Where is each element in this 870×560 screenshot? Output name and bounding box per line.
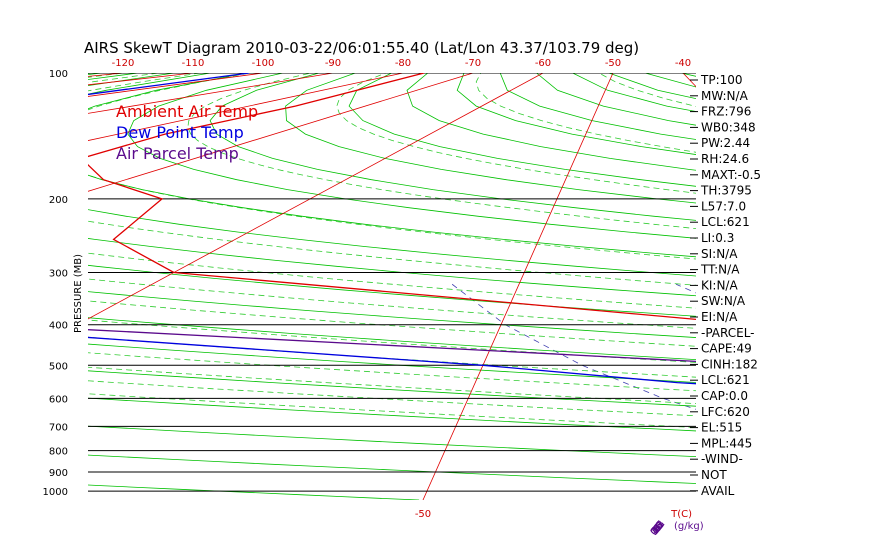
mixing-ratio-tick-label: 2 [652, 522, 665, 534]
moist-adiabat-line [475, 73, 696, 153]
sounding-annotation: LCL:621 [701, 215, 750, 229]
sounding-annotation: CINH:182 [701, 357, 758, 371]
dry-adiabat-line [456, 73, 696, 155]
sounding-annotation: SW:N/A [701, 294, 746, 308]
sounding-annotation: EL:515 [701, 421, 742, 435]
pressure-tick-label: 500 [49, 361, 68, 372]
sounding-annotation: TH:3795 [700, 184, 752, 198]
sounding-annotation: MAXT:-0.5 [701, 168, 761, 182]
sounding-annotation: FRZ:796 [701, 105, 751, 119]
mixing-ratio-unit: (g/kg) [674, 521, 704, 532]
dry-adiabat-line [285, 73, 696, 204]
sounding-annotation: PW:2.44 [701, 136, 750, 150]
isotherm-line [753, 73, 870, 500]
dry-adiabat-lines [88, 73, 870, 500]
mixing-ratio-tick-label: 3 [652, 522, 665, 534]
pressure-tick-label: 100 [49, 69, 68, 80]
sounding-annotation: -PARCEL- [701, 326, 755, 340]
top-temp-tick-label: -50 [605, 58, 621, 69]
isotherm-lines [0, 73, 870, 500]
dry-adiabat-line [754, 73, 870, 500]
top-temp-tick-label: -40 [675, 58, 691, 69]
isotherm-line [88, 73, 544, 320]
series-line [88, 73, 696, 385]
sounding-annotation: LI:0.3 [701, 231, 734, 245]
pressure-tick-label: 1000 [43, 487, 68, 498]
sounding-annotation: LFC:620 [701, 405, 750, 419]
pressure-tick-label: 700 [49, 422, 68, 433]
top-temp-tick-label: -120 [112, 58, 135, 69]
pressure-tick-label: 400 [49, 321, 68, 332]
dry-adiabat-line [209, 73, 696, 221]
dry-adiabat-line [88, 370, 696, 407]
top-temp-tick-label: -110 [182, 58, 205, 69]
x-axis-label: T(C) [670, 509, 692, 520]
mixing-ratio-tick-label: 6 [652, 522, 665, 534]
sounding-annotation: RH:24.6 [701, 152, 749, 166]
dry-adiabat-line [406, 73, 696, 171]
sounding-annotation: AVAIL [701, 484, 735, 498]
moist-adiabat-lines [88, 73, 696, 428]
chart-title: AIRS SkewT Diagram 2010-03-22/06:01:55.4… [84, 39, 639, 57]
pressure-tick-label: 900 [49, 468, 68, 479]
isotherm-line [0, 73, 53, 500]
sounding-annotation: TP:100 [700, 73, 743, 87]
pressure-tick-label: 300 [49, 269, 68, 280]
bottom-temp-tick-label: -50 [415, 509, 431, 520]
legend-entry: Air Parcel Temp [116, 144, 239, 163]
dry-adiabat-line [863, 73, 870, 500]
top-temp-tick-label: -60 [535, 58, 551, 69]
dry-adiabat-line [88, 73, 696, 297]
sounding-annotation: WB0:348 [701, 120, 756, 134]
plot-area [0, 73, 870, 500]
top-temp-tick-label: -100 [252, 58, 275, 69]
sounding-annotation: -WIND- [701, 452, 743, 466]
pressure-tick-label: 600 [49, 394, 68, 405]
dry-adiabat-line [826, 73, 870, 500]
dry-adiabat-line [499, 73, 696, 140]
legend-entry: Dew Point Temp [116, 123, 244, 142]
pressure-tick-label: 800 [49, 447, 68, 458]
axis-labels: 100 200 300 400 500 600 700 800 900 1000 -120 -110 -… [43, 58, 704, 538]
profile-series [88, 73, 696, 385]
sounding-annotation: CAPE:49 [701, 342, 752, 356]
sounding-annotation: EI:N/A [701, 310, 738, 324]
sounding-annotation: L57:7.0 [701, 199, 746, 213]
sounding-annotation: NOT [701, 468, 727, 482]
isotherm-line [422, 73, 614, 500]
mixing-ratio-tick-label: 1 [652, 522, 665, 534]
mixing-ratio-tick-label: 4 [652, 522, 665, 534]
sounding-annotation: MW:N/A [701, 89, 749, 103]
moist-adiabat-line [187, 73, 696, 230]
sounding-annotation: TT:N/A [700, 263, 740, 277]
dry-adiabat-line [790, 73, 870, 500]
sounding-annotation: SI:N/A [701, 247, 738, 261]
sounding-annotation: CAP:0.0 [701, 389, 748, 403]
legend-entry: Ambient Air Temp [116, 102, 258, 121]
moist-adiabat-line [88, 73, 696, 260]
top-temp-tick-label: -70 [465, 58, 481, 69]
isobar-lines [88, 73, 696, 492]
dry-adiabat-line [88, 454, 696, 484]
top-temp-tick-label: -80 [395, 58, 411, 69]
isotherm-line [823, 73, 870, 500]
moist-adiabat-line [88, 73, 696, 286]
top-temp-tick-label: -90 [325, 58, 341, 69]
sounding-annotation: KI:N/A [701, 278, 738, 292]
mixing-ratio-tick-label: 8 [652, 522, 665, 534]
dry-adiabat-line [88, 73, 696, 277]
chart-legend: Ambient Air Temp Dew Point Temp Air Parcel… [116, 102, 258, 163]
sounding-annotation: LCL:621 [701, 373, 750, 387]
y-axis-label: PRESSURE (MB) [73, 254, 84, 333]
sounding-annotation: MPL:445 [701, 436, 752, 450]
pressure-tick-label: 200 [49, 195, 68, 206]
series-line [88, 73, 696, 321]
isotherm-line [88, 73, 474, 192]
dry-adiabat-line [88, 73, 696, 258]
